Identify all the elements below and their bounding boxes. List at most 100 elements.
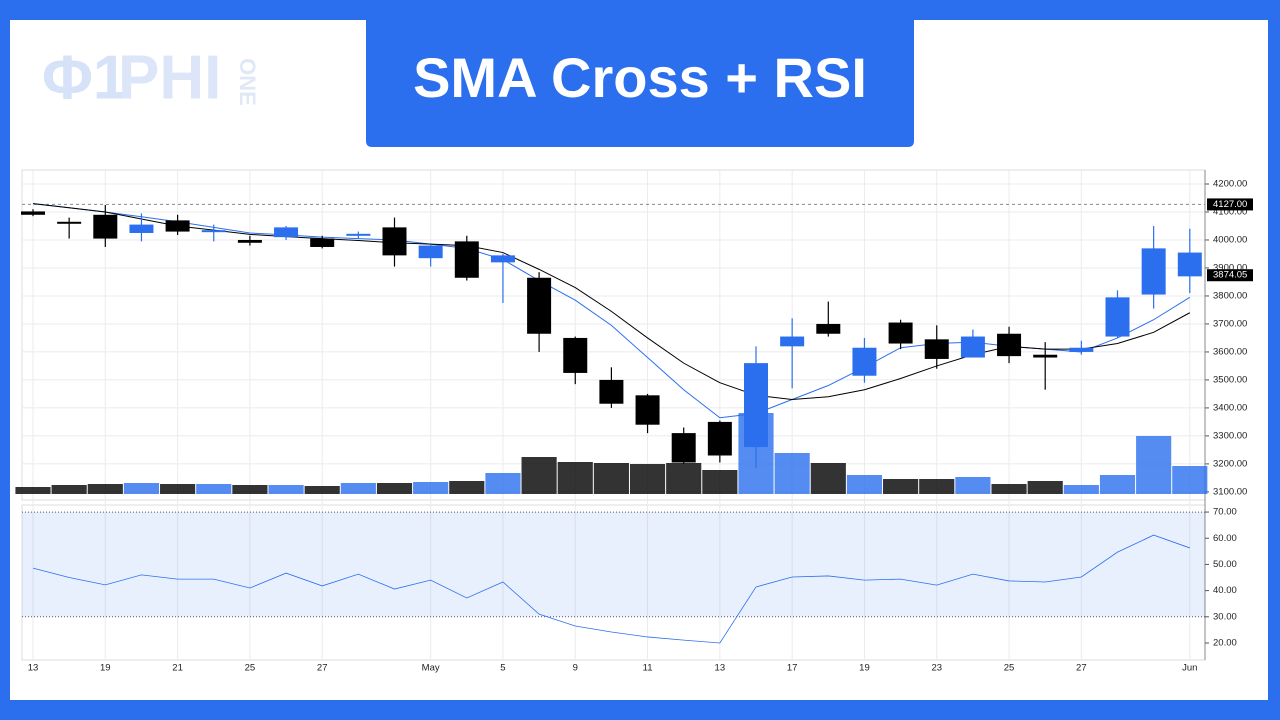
volume-bar xyxy=(1172,466,1208,494)
x-tick-label: 9 xyxy=(573,663,578,674)
volume-bar xyxy=(774,453,810,494)
volume-bar xyxy=(1063,485,1099,494)
last-price-tag xyxy=(1207,269,1253,282)
candle-body xyxy=(744,363,768,448)
sma-line xyxy=(32,203,1191,419)
x-tick-label: 25 xyxy=(1004,663,1015,674)
x-tick-label: 13 xyxy=(28,663,39,674)
volume-bar xyxy=(846,475,883,494)
rsi-y-tick-label: 70.00 xyxy=(1213,507,1237,518)
volume-bar xyxy=(376,483,413,494)
volume-bar xyxy=(883,479,919,494)
volume-bar xyxy=(87,484,123,494)
candle-body xyxy=(274,227,299,238)
candle-body xyxy=(960,336,985,358)
volume-bar xyxy=(919,479,955,494)
volume-bar xyxy=(702,470,738,494)
candle-body xyxy=(924,339,949,359)
candle-body xyxy=(599,379,624,404)
candle-body xyxy=(346,233,371,236)
y-tick-label: 3100.00 xyxy=(1213,486,1247,497)
candle-body xyxy=(1177,252,1202,277)
candle-body xyxy=(165,220,190,232)
x-tick-label: 13 xyxy=(715,663,726,674)
volume-bar xyxy=(413,482,449,494)
sma-line xyxy=(32,203,1191,401)
y-tick-label: 3900.00 xyxy=(1213,262,1247,273)
y-tick-label: 4000.00 xyxy=(1213,234,1247,245)
candle-body xyxy=(816,323,841,334)
volume-bar xyxy=(666,463,702,494)
y-tick-label: 3300.00 xyxy=(1213,430,1247,441)
logo-sub: ONE xyxy=(235,58,260,106)
volume-bar xyxy=(629,464,666,494)
x-tick-label: 5 xyxy=(500,663,505,674)
y-tick-label: 4100.00 xyxy=(1213,207,1247,218)
rsi-y-tick-label: 20.00 xyxy=(1213,637,1237,648)
y-tick-label: 3600.00 xyxy=(1213,346,1247,357)
volume-bar xyxy=(268,485,304,494)
volume-bar xyxy=(1099,475,1136,494)
rsi-y-tick-label: 60.00 xyxy=(1213,533,1237,544)
y-tick-label: 3800.00 xyxy=(1213,290,1247,301)
volume-bar xyxy=(232,485,268,494)
x-tick-label: 21 xyxy=(172,663,183,674)
plot: 13 19 21 25 27 May 5 9 11 13 17 19 23 25 27 Jun 4200.00 4… xyxy=(15,169,1253,674)
candle-body xyxy=(201,230,226,233)
volume-bar xyxy=(1027,481,1063,494)
candle-body xyxy=(1033,354,1058,358)
price-line-tag xyxy=(1207,198,1253,211)
x-tick-label: 19 xyxy=(859,663,870,674)
volume-bar xyxy=(15,487,51,494)
volume-bar xyxy=(160,484,196,494)
last-price-label: 3874.05 xyxy=(1213,270,1247,281)
volume-bar xyxy=(991,484,1027,494)
candle-body xyxy=(635,395,660,425)
rsi-y-tick-label: 30.00 xyxy=(1213,611,1237,622)
x-tick-label: May xyxy=(422,663,440,674)
volume-bar xyxy=(304,486,340,494)
rsi-y-tick-label: 40.00 xyxy=(1213,585,1237,596)
candle-body xyxy=(237,239,262,243)
volume-bar xyxy=(1136,436,1172,494)
candle-body xyxy=(129,224,154,233)
y-tick-label: 3400.00 xyxy=(1213,402,1247,413)
logo-symbol: Φ1 xyxy=(42,43,127,112)
candle-body xyxy=(780,336,805,347)
rsi-line xyxy=(32,534,1190,644)
x-tick-label: 25 xyxy=(245,663,256,674)
x-tick-label: 19 xyxy=(100,663,111,674)
volume-bar xyxy=(557,462,593,494)
rsi-y-tick-label: 50.00 xyxy=(1213,559,1237,570)
volume-bar xyxy=(593,463,629,494)
x-tick-label: 17 xyxy=(787,663,798,674)
volume-bar xyxy=(51,485,87,494)
y-tick-label: 4200.00 xyxy=(1213,179,1247,190)
x-tick-label: 27 xyxy=(1076,663,1087,674)
candle-body xyxy=(1069,347,1094,352)
y-tick-label: 3200.00 xyxy=(1213,458,1247,469)
candle-body xyxy=(1141,248,1166,295)
candle-body xyxy=(852,347,877,376)
volume-bar xyxy=(810,463,846,494)
candle-body xyxy=(671,433,696,463)
candle-body xyxy=(93,214,118,239)
candle-body xyxy=(57,221,82,224)
candle-body xyxy=(1105,297,1130,337)
candle-body xyxy=(997,333,1022,357)
volume-bar xyxy=(340,483,376,494)
candle-body xyxy=(382,227,407,256)
candle-body xyxy=(563,337,588,373)
candle-body xyxy=(527,277,552,334)
x-tick-label: 27 xyxy=(317,663,328,674)
volume-bar xyxy=(449,481,485,494)
rsi-band xyxy=(22,512,1205,617)
volume-bar xyxy=(485,473,521,494)
y-tick-label: 3500.00 xyxy=(1213,374,1247,385)
title-box xyxy=(366,20,914,147)
candle-body xyxy=(310,238,335,247)
candle-body xyxy=(21,211,45,215)
chart-title: SMA Cross + RSI xyxy=(413,46,867,109)
candle-body xyxy=(418,245,443,259)
